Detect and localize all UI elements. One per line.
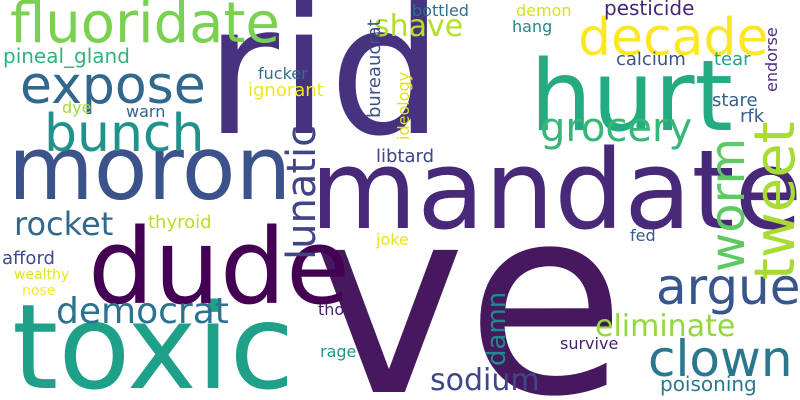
word-rfk: rfk xyxy=(740,106,765,127)
word-poisoning: poisoning xyxy=(660,372,757,396)
word-calcium: calcium xyxy=(616,49,686,70)
word-pineal-gland: pineal_gland xyxy=(3,44,130,68)
word-toxic: toxic xyxy=(12,278,295,400)
word-shave: shave xyxy=(374,9,464,44)
word-libtard: libtard xyxy=(376,146,435,167)
word-rocket: rocket xyxy=(14,205,114,243)
word-lunatic: lunatic xyxy=(279,124,325,260)
word-fed: fed xyxy=(630,226,656,245)
word-stare: stare xyxy=(712,90,758,111)
word-decade: decade xyxy=(578,8,769,68)
word-thyroid: thyroid xyxy=(148,212,212,233)
word-dude: dude xyxy=(88,206,350,328)
word-grocery: grocery xyxy=(540,105,693,151)
word-joke: joke xyxy=(376,230,409,249)
word-pesticide: pesticide xyxy=(604,0,695,20)
word-ideology: ideology xyxy=(394,71,413,140)
word-survive: survive xyxy=(560,334,619,353)
word-fucker: fucker xyxy=(258,64,308,83)
word-endorse: endorse xyxy=(762,27,781,92)
word-clown: clown xyxy=(648,330,793,388)
word-nose: nose xyxy=(22,283,56,299)
word-tho: tho xyxy=(318,300,345,319)
word-dye: dye xyxy=(62,98,92,117)
word-rid: rid xyxy=(205,0,444,176)
word-tear: tear xyxy=(714,49,751,70)
word-hang: hang xyxy=(512,17,553,36)
word-moron: moron xyxy=(8,117,292,220)
word-ignorant: ignorant xyxy=(248,80,324,101)
word-eliminate: eliminate xyxy=(595,309,736,344)
word-sodium: sodium xyxy=(430,363,540,398)
word-argue: worm xyxy=(700,137,756,272)
word-expose: expose xyxy=(20,56,206,116)
word-worm: argue xyxy=(656,258,800,316)
word-fluoridate: fluoridate xyxy=(10,0,280,56)
word-afford: afford xyxy=(2,248,55,269)
word-bottled: bottled xyxy=(412,1,469,20)
word-damn: damn xyxy=(482,291,512,366)
word-democrat: democrat xyxy=(56,291,229,332)
word-rage: rage xyxy=(320,342,357,361)
word-warn: warn xyxy=(126,102,166,121)
word-bureaucrat: bureaucrat xyxy=(364,19,385,118)
word-bunch: bunch xyxy=(44,104,205,164)
word-hurt: hurt xyxy=(530,40,733,154)
word-ve: ve xyxy=(312,152,626,400)
word-mandate: mandate xyxy=(310,126,800,254)
word-demon: demon xyxy=(516,1,572,20)
word-wealthy: wealthy xyxy=(14,267,70,283)
